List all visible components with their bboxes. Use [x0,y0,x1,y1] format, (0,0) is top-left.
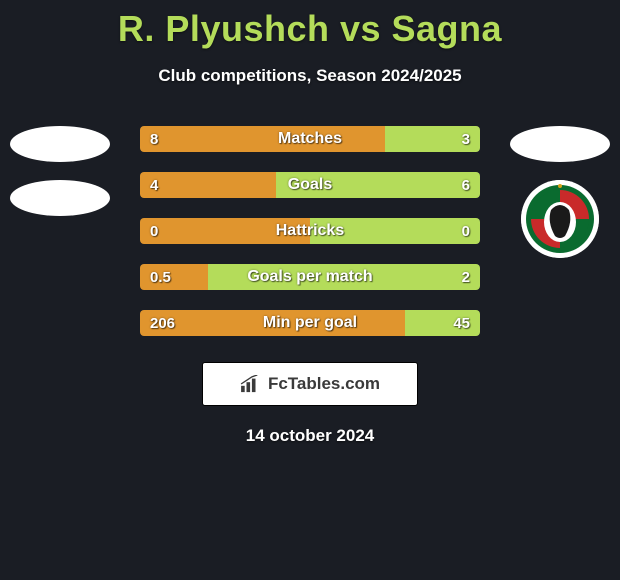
value-right: 6 [462,177,470,194]
value-left: 0 [150,223,158,240]
bar-left: 8 [140,126,385,152]
bar-right: 2 [208,264,480,290]
chart-area: 83Matches46Goals00Hattricks0.52Goals per… [0,126,620,336]
value-left: 206 [150,315,175,332]
bar-right: 45 [405,310,480,336]
value-right: 2 [462,269,470,286]
comparison-row: 46Goals [140,172,480,198]
bar-left: 0 [140,218,310,244]
bar-chart-icon [240,375,262,393]
bar-right: 0 [310,218,480,244]
comparison-rows: 83Matches46Goals00Hattricks0.52Goals per… [140,126,480,336]
bar-left: 206 [140,310,405,336]
comparison-row: 00Hattricks [140,218,480,244]
value-right: 3 [462,131,470,148]
avatar-placeholder [10,180,110,216]
player-right-avatars [510,126,610,258]
page-title: R. Plyushch vs Sagna [0,8,620,50]
avatar-placeholder [510,126,610,162]
footer-date: 14 october 2024 [0,426,620,446]
comparison-row: 0.52Goals per match [140,264,480,290]
bar-right: 6 [276,172,480,198]
source-badge-text: FcTables.com [268,374,380,394]
comparison-row: 20645Min per goal [140,310,480,336]
value-right: 0 [462,223,470,240]
value-left: 8 [150,131,158,148]
player-left-avatars [10,126,110,216]
comparison-infographic: R. Plyushch vs Sagna Club competitions, … [0,0,620,446]
value-right: 45 [453,315,470,332]
value-left: 4 [150,177,158,194]
avatar-placeholder [10,126,110,162]
value-left: 0.5 [150,269,171,286]
club-logo-icon [521,180,599,258]
bar-left: 4 [140,172,276,198]
club-logo [521,180,599,258]
comparison-row: 83Matches [140,126,480,152]
subtitle: Club competitions, Season 2024/2025 [0,66,620,86]
bar-left: 0.5 [140,264,208,290]
bar-right: 3 [385,126,480,152]
source-badge: FcTables.com [202,362,418,406]
